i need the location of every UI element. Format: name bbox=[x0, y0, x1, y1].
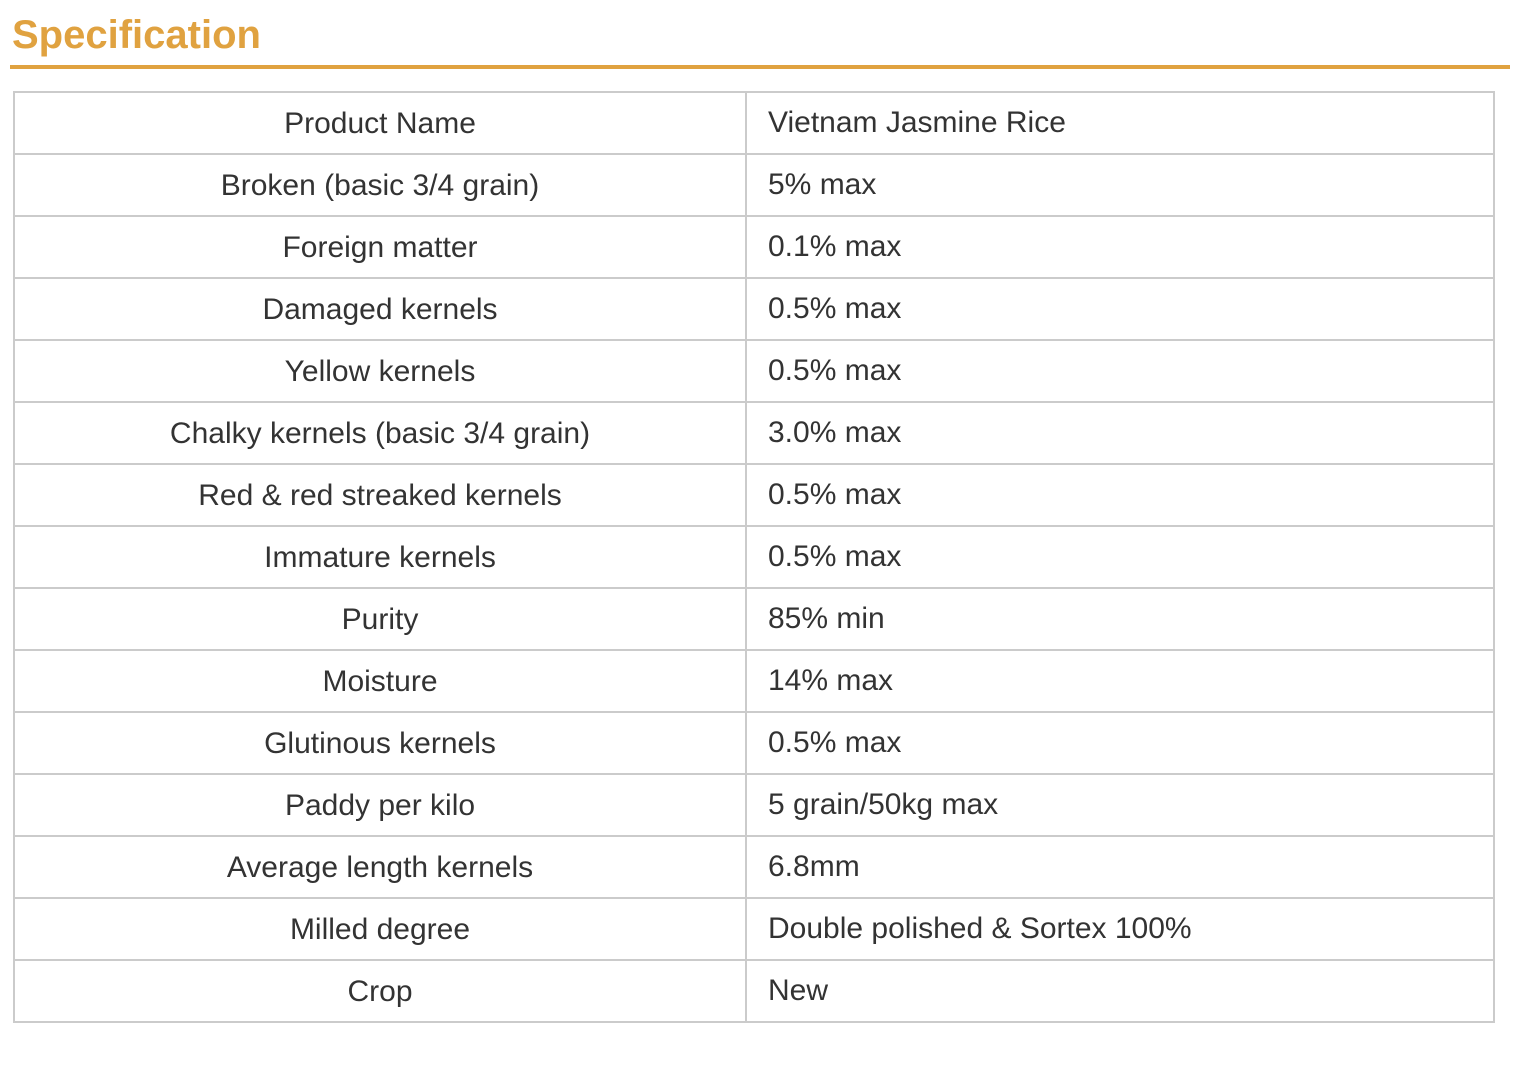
spec-attribute-label: Average length kernels bbox=[13, 835, 747, 899]
spec-attribute-label: Damaged kernels bbox=[13, 277, 747, 341]
spec-attribute-label: Broken (basic 3/4 grain) bbox=[13, 153, 747, 217]
table-row: Yellow kernels 0.5% max bbox=[13, 339, 1495, 403]
spec-attribute-value: 0.5% max bbox=[745, 525, 1495, 589]
spec-attribute-label: Milled degree bbox=[13, 897, 747, 961]
table-row: Red & red streaked kernels 0.5% max bbox=[13, 463, 1495, 527]
spec-attribute-label: Purity bbox=[13, 587, 747, 651]
table-row: Broken (basic 3/4 grain) 5% max bbox=[13, 153, 1495, 217]
spec-attribute-value: 0.1% max bbox=[745, 215, 1495, 279]
spec-attribute-label: Immature kernels bbox=[13, 525, 747, 589]
spec-attribute-value: 0.5% max bbox=[745, 339, 1495, 403]
spec-attribute-value: 6.8mm bbox=[745, 835, 1495, 899]
spec-attribute-label: Yellow kernels bbox=[13, 339, 747, 403]
spec-attribute-label: Product Name bbox=[13, 91, 747, 155]
table-row: Average length kernels 6.8mm bbox=[13, 835, 1495, 899]
table-row: Milled degree Double polished & Sortex 10… bbox=[13, 897, 1495, 961]
spec-table-body: Product Name Vietnam Jasmine Rice Broken (… bbox=[13, 91, 1495, 1023]
table-row: Paddy per kilo 5 grain/50kg max bbox=[13, 773, 1495, 837]
title-underline-divider bbox=[10, 65, 1510, 69]
spec-attribute-value: New bbox=[745, 959, 1495, 1023]
table-row: Foreign matter 0.1% max bbox=[13, 215, 1495, 279]
spec-attribute-value: 3.0% max bbox=[745, 401, 1495, 465]
table-row: Glutinous kernels 0.5% max bbox=[13, 711, 1495, 775]
table-row: Crop New bbox=[13, 959, 1495, 1023]
spec-attribute-value: 5 grain/50kg max bbox=[745, 773, 1495, 837]
table-row: Chalky kernels (basic 3/4 grain) 3.0% max bbox=[13, 401, 1495, 465]
spec-attribute-value: 0.5% max bbox=[745, 463, 1495, 527]
table-row: Product Name Vietnam Jasmine Rice bbox=[13, 91, 1495, 155]
specification-table: Product Name Vietnam Jasmine Rice Broken (… bbox=[13, 91, 1495, 1023]
spec-attribute-label: Crop bbox=[13, 959, 747, 1023]
spec-attribute-value: 5% max bbox=[745, 153, 1495, 217]
table-row: Moisture 14% max bbox=[13, 649, 1495, 713]
spec-attribute-value: Double polished & Sortex 100% bbox=[745, 897, 1495, 961]
spec-attribute-value: Vietnam Jasmine Rice bbox=[745, 91, 1495, 155]
spec-attribute-value: 0.5% max bbox=[745, 277, 1495, 341]
spec-attribute-value: 0.5% max bbox=[745, 711, 1495, 775]
spec-attribute-label: Foreign matter bbox=[13, 215, 747, 279]
spec-attribute-label: Red & red streaked kernels bbox=[13, 463, 747, 527]
spec-attribute-label: Chalky kernels (basic 3/4 grain) bbox=[13, 401, 747, 465]
spec-attribute-label: Moisture bbox=[13, 649, 747, 713]
spec-attribute-value: 14% max bbox=[745, 649, 1495, 713]
table-row: Immature kernels 0.5% max bbox=[13, 525, 1495, 589]
spec-attribute-label: Glutinous kernels bbox=[13, 711, 747, 775]
spec-attribute-label: Paddy per kilo bbox=[13, 773, 747, 837]
table-row: Damaged kernels 0.5% max bbox=[13, 277, 1495, 341]
spec-attribute-value: 85% min bbox=[745, 587, 1495, 651]
page-title: Specification bbox=[12, 13, 261, 57]
table-row: Purity 85% min bbox=[13, 587, 1495, 651]
